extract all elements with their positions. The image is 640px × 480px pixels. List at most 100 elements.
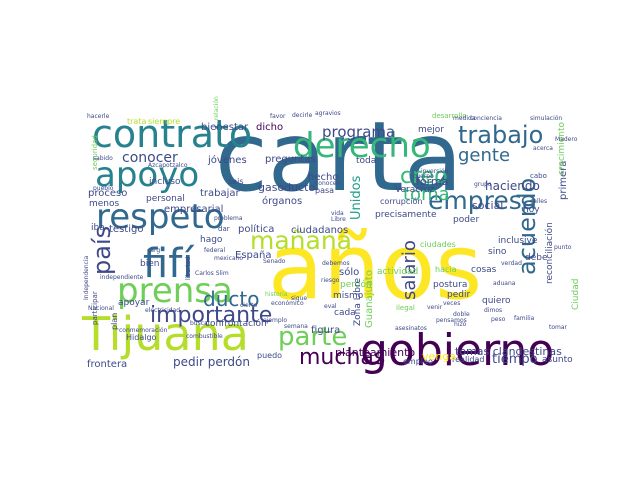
word-manana: mañana [250, 226, 352, 255]
word-trata: trata [127, 117, 146, 126]
word-actividad: actividad [377, 267, 418, 277]
word-carta: carta [215, 101, 463, 213]
word-aduana: aduana [493, 280, 516, 287]
word-desarrollo: desarrollo [432, 112, 467, 120]
word-proceso: proceso [88, 188, 127, 199]
word-ciudad: Ciudad [571, 279, 581, 310]
word-figura: figura [311, 325, 340, 336]
word-ciudadanos: ciudadanos [291, 225, 348, 236]
word-independencia: Independencia [83, 255, 90, 300]
word-dicho: dicho [256, 122, 283, 133]
word-nacional: Nacional [88, 305, 114, 312]
word-eval: eval [324, 303, 337, 310]
word-salario: salario [399, 240, 420, 300]
word-inclusive: inclusive [498, 236, 538, 246]
word-programa: programa [322, 123, 395, 141]
word-planteamiento: planteamiento [335, 346, 415, 359]
word-medida: medida [453, 115, 476, 122]
word-veracruz: Veracruz [395, 185, 435, 195]
word-mexicano: mexicano [214, 255, 243, 262]
word-conocer: conocer [122, 150, 178, 166]
word-calles: calles [530, 198, 547, 205]
word-semana: semana [284, 323, 308, 330]
word-organos: órganos [262, 195, 302, 207]
word-madero: Madero [555, 136, 578, 143]
word-siempre: siempre [148, 117, 180, 126]
word-senado: Senado [263, 258, 286, 265]
word-doble: doble [453, 311, 470, 318]
word-gasoducto: gasoducto [258, 181, 315, 194]
word-azcapotzalco: Azcapotzalco [148, 162, 188, 169]
word-empresarial: empresarial [164, 204, 223, 215]
word-contrato: contrato [92, 112, 252, 156]
word-pais: país [88, 226, 116, 275]
word-libertad: libertad [185, 257, 192, 280]
word-reconciliacion: reconciliación [544, 222, 555, 284]
word-economico: económico [271, 300, 304, 307]
word-hoy: hoy [523, 205, 540, 215]
word-asunto: asunto [542, 355, 573, 365]
word-conmemoracion: conmemoración [119, 327, 168, 334]
word-hacia: hacia [435, 265, 457, 274]
word-grupo: grupo [474, 181, 492, 188]
word-libre: Libre [331, 216, 346, 223]
word-tijuana: Tijuana [81, 307, 249, 361]
word-bien: bien [140, 259, 159, 269]
word-iba: iba [91, 223, 105, 233]
word-solo: sólo [339, 266, 359, 278]
word-quiero: quiero [482, 296, 511, 306]
word-incluso: incluso [149, 177, 181, 187]
word-empresa: empresa [428, 186, 537, 215]
word-frontera: frontera [87, 359, 127, 370]
word-anos: años [268, 215, 482, 320]
word-seis: seis [228, 177, 243, 186]
word-dimos: dimos [484, 307, 502, 314]
word-tiempo: tiempo [492, 352, 538, 367]
word-creo: creo [400, 164, 448, 189]
word-hacerle: hacerle [87, 113, 110, 120]
word-veces: veces [443, 300, 460, 307]
word-perdon: perdón [340, 279, 372, 290]
word-ducto: ducto [203, 287, 259, 311]
word-pueblo: pueblo [93, 185, 114, 192]
word-testigo: testigo [109, 224, 143, 235]
word-tomas-clandestinas: tomas clandestinas [455, 345, 562, 358]
word-acerca: acerca [533, 145, 553, 152]
word-puedo: puedo [257, 351, 282, 360]
word-bienestar: bienestar [201, 122, 249, 133]
word-gente: gente [458, 145, 510, 166]
word-poder: poder [453, 215, 479, 225]
word-favor: favor [270, 113, 286, 120]
word-hidalgo: Hidalgo [126, 333, 157, 342]
word-hizo: hizo [454, 321, 467, 328]
word-ejemplo: ejemplo [263, 317, 287, 324]
word-asesinatos: asesinatos [395, 325, 427, 332]
word-cosas: cosas [471, 265, 497, 275]
word-conocen: conocen [315, 180, 340, 187]
word-trabajar: trabajar [200, 188, 241, 199]
word-confrontacion: confrontación [205, 318, 267, 329]
word-corrupcion: corrupción [380, 196, 422, 206]
word-independiente: independiente [100, 274, 144, 281]
word-decirle: decirle [292, 112, 313, 119]
word-debemos: debemos [322, 260, 350, 267]
word-sigue: sigue [291, 295, 307, 302]
word-guanajuato: Guanajuato [364, 270, 375, 328]
word-federal: federal [204, 247, 225, 254]
word-problema: problema [214, 215, 243, 222]
word-crecimiento: crecimiento [557, 122, 567, 175]
word-social: social [472, 199, 503, 212]
word-sino: sino [488, 247, 507, 257]
word-simulacion: simulación [530, 115, 562, 122]
word-gobierno: gobierno [360, 325, 554, 376]
word-hago: hago [200, 235, 223, 245]
word-jovenes: jóvenes [207, 154, 247, 166]
word-realidad: realidad [452, 355, 484, 364]
word-zona-libre: Zona Libre [353, 278, 363, 326]
word-relacion: relación [213, 96, 220, 120]
word-riesgo: riesgo [321, 277, 340, 284]
word-peso: peso [491, 316, 506, 323]
word-electricidad: electricidad [145, 307, 180, 314]
word-vida: vida [331, 210, 344, 217]
word-parte: parte [278, 322, 347, 352]
